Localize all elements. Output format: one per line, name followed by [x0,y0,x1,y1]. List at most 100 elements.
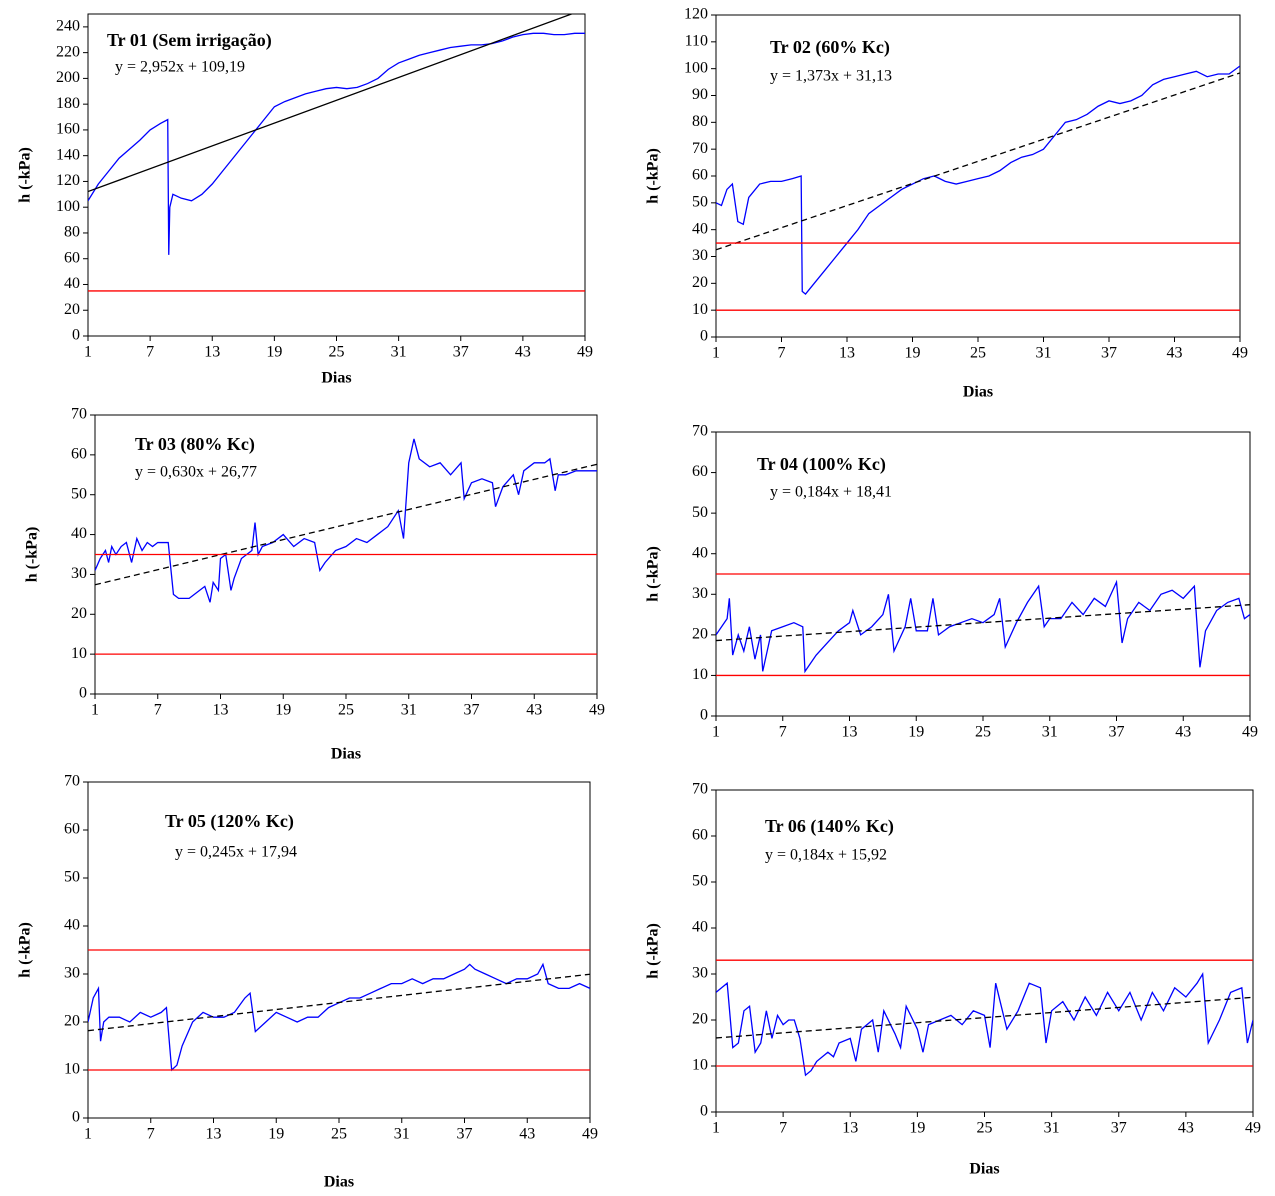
y-tick-label: 60 [692,463,708,480]
y-axis-label: h (-kPa) [24,527,41,583]
data-line [95,438,597,603]
data-line [95,463,597,586]
x-tick-label: 25 [329,344,345,361]
y-tick-label: 140 [56,146,80,163]
data-line [88,962,590,1072]
equation: y = 1,373x + 31,13 [770,68,892,85]
x-tick-label: 31 [1042,724,1058,741]
y-tick-label: 160 [56,121,80,138]
y-tick-label: 0 [700,707,708,724]
y-tick-label: 20 [64,1013,80,1030]
plot-frame [715,789,1254,1113]
x-tick-label: 7 [147,1126,155,1143]
x-tick-label: 1 [712,724,720,741]
y-tick-label: 40 [692,919,708,936]
chart-title: Tr 04 (100% Kc) [757,454,886,475]
y-tick-label: 60 [64,821,80,838]
x-tick-label: 13 [842,724,858,741]
y-tick-label: 30 [692,247,708,264]
y-tick-label: 10 [692,1057,708,1074]
x-tick-label: 49 [589,702,605,719]
x-tick-label: 31 [1044,1120,1060,1137]
y-axis-label: h (-kPa) [17,147,34,203]
data-line [716,579,1250,674]
x-tick-label: 49 [1242,724,1258,741]
chart-title: Tr 05 (120% Kc) [165,811,294,832]
x-tick-label: 43 [515,344,531,361]
y-tick-label: 60 [692,827,708,844]
y-axis-label: h (-kPa) [645,923,662,979]
y-tick-label: 200 [56,69,80,86]
chart-title: Tr 01 (Sem irrigação) [107,30,272,51]
y-tick-label: 10 [71,645,87,662]
equation: y = 2,952x + 109,19 [115,59,245,76]
y-tick-label: 20 [692,1011,708,1028]
x-tick-label: 13 [842,1120,858,1137]
x-tick-label: 49 [577,344,593,361]
x-tick-label: 13 [204,344,220,361]
x-tick-label: 25 [970,345,986,362]
y-tick-label: 50 [692,873,708,890]
x-tick-label: 43 [519,1126,535,1143]
x-tick-label: 19 [275,702,291,719]
y-tick-label: 0 [700,328,708,345]
x-tick-label: 25 [977,1120,993,1137]
chart-title: Tr 03 (80% Kc) [135,434,255,455]
x-tick-label: 37 [1101,345,1117,362]
x-axis-label: Dias [331,746,361,763]
x-axis-label: Dias [963,384,993,401]
chart: 0 10 20 30 40 50 60 70 1 7 13 19 25 31 37 43 49 Tr 03 (80… [24,406,605,763]
data-line [716,971,1253,1077]
equation: y = 0,245x + 17,94 [175,844,297,861]
y-tick-label: 70 [692,423,708,440]
chart: 0 10 20 30 40 50 60 70 80 90 100 110 120 1 7 13 19 25 31 37… [645,6,1248,401]
chart: 0 10 20 30 40 50 60 70 1 7 13 19 25 31 37 43 49 Tr 04 (10… [645,423,1258,741]
x-tick-label: 1 [712,1120,720,1137]
x-tick-label: 25 [975,724,991,741]
x-tick-label: 13 [206,1126,222,1143]
y-tick-label: 50 [692,504,708,521]
y-tick-label: 70 [71,406,87,423]
y-axis-label: h (-kPa) [17,922,34,978]
y-tick-label: 40 [692,220,708,237]
x-tick-label: 25 [338,702,354,719]
x-tick-label: 7 [779,724,787,741]
chart: 0 10 20 30 40 50 60 70 1 7 13 19 25 31 37 43 49 Tr 06 (14… [645,781,1261,1178]
y-tick-label: 100 [684,59,708,76]
x-tick-label: 37 [1111,1120,1127,1137]
x-tick-label: 7 [146,344,154,361]
x-tick-label: 19 [909,1120,925,1137]
x-tick-label: 19 [266,344,282,361]
x-tick-label: 13 [213,702,229,719]
x-tick-label: 37 [464,702,480,719]
y-tick-label: 110 [685,33,708,50]
x-tick-label: 19 [908,724,924,741]
x-tick-label: 49 [1232,345,1248,362]
y-tick-label: 0 [72,327,80,344]
chart: 0 20 40 60 80 100 120 140 160 180 200 220 240 1 7 13 19 2… [17,13,593,387]
y-tick-label: 0 [700,1103,708,1120]
x-tick-label: 1 [84,344,92,361]
x-tick-label: 31 [394,1126,410,1143]
data-line [716,65,1240,295]
y-tick-label: 70 [692,781,708,798]
y-tick-label: 20 [64,301,80,318]
y-tick-label: 0 [79,685,87,702]
y-tick-label: 30 [692,965,708,982]
y-tick-label: 30 [71,565,87,582]
x-tick-label: 49 [582,1126,598,1143]
x-tick-label: 1 [91,702,99,719]
x-tick-label: 37 [1109,724,1125,741]
x-tick-label: 49 [1245,1120,1261,1137]
y-tick-label: 20 [692,626,708,643]
x-tick-label: 43 [1178,1120,1194,1137]
x-tick-label: 31 [1036,345,1052,362]
y-tick-label: 30 [692,585,708,602]
y-tick-label: 120 [684,6,708,23]
y-tick-label: 30 [64,965,80,982]
x-tick-label: 13 [839,345,855,362]
x-tick-label: 43 [526,702,542,719]
x-tick-label: 19 [268,1126,284,1143]
